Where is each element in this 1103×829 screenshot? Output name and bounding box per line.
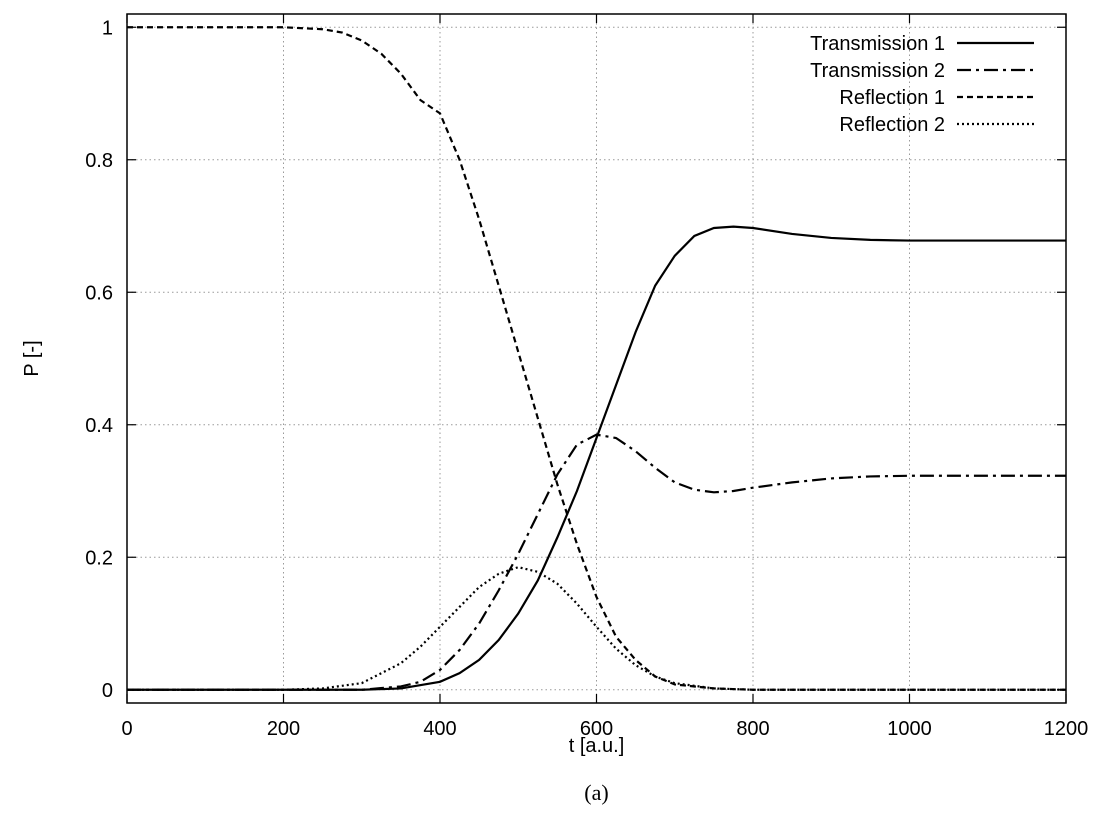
figure-caption: (a) [584, 780, 608, 805]
x-tick-label: 200 [267, 718, 300, 740]
x-tick-label: 800 [736, 718, 769, 740]
series-line-transmission-1 [127, 225, 1066, 691]
legend: Transmission 1 Transmission 2 Reflection 1… [810, 33, 1034, 136]
legend-label: Transmission 2 [810, 60, 945, 82]
series-line-reflection-2 [127, 566, 1066, 691]
series-layer [127, 26, 1066, 691]
legend-label: Reflection 2 [839, 114, 945, 136]
y-tick-label: 0.4 [85, 415, 113, 437]
x-tick-label: 400 [423, 718, 456, 740]
x-tick-label: 600 [580, 718, 613, 740]
x-tick-label: 1000 [887, 718, 932, 740]
x-tick-label: 1200 [1044, 718, 1089, 740]
legend-label: Transmission 1 [810, 33, 945, 55]
x-axis-label: t [a.u.] [569, 735, 625, 757]
axis-ticks: 0 200 400 600 800 1000 1200 0 0.2 0.4 0.6 0.8 1 [85, 14, 1088, 740]
y-tick-label: 0.8 [85, 150, 113, 172]
series-line-transmission-2 [127, 433, 1066, 691]
grid [127, 14, 1066, 703]
y-tick-label: 0 [102, 680, 113, 702]
y-tick-label: 1 [102, 17, 113, 39]
y-tick-label: 0.6 [85, 282, 113, 304]
series-line-reflection-1 [127, 26, 1066, 691]
y-tick-label: 0.2 [85, 547, 113, 569]
x-tick-label: 0 [121, 718, 132, 740]
y-axis-label: P [-] [21, 340, 43, 376]
legend-label: Reflection 1 [839, 87, 945, 109]
